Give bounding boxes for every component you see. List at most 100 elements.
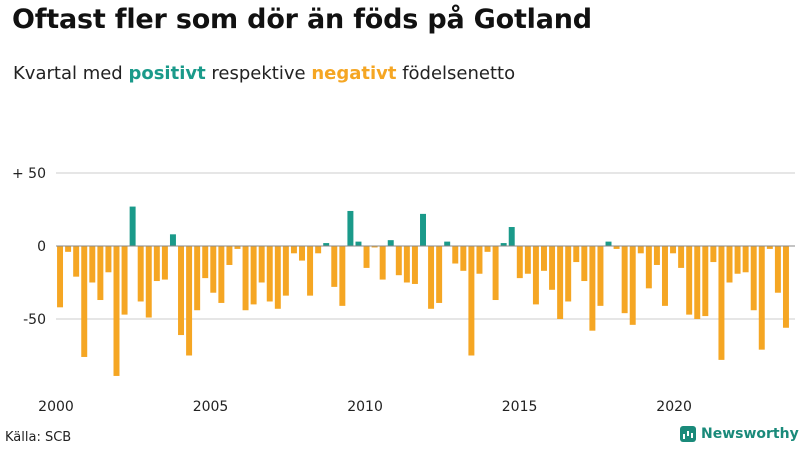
bar <box>315 246 322 254</box>
bar <box>145 246 152 318</box>
bar <box>645 246 652 289</box>
bar <box>484 246 491 252</box>
bar <box>250 246 257 305</box>
bar <box>492 246 499 301</box>
x-tick-label: 2005 <box>193 399 229 415</box>
bar <box>557 246 564 319</box>
bar <box>629 246 636 325</box>
bar <box>307 246 314 296</box>
bar <box>81 246 88 357</box>
bar <box>379 246 386 280</box>
bar <box>411 246 418 284</box>
bar <box>661 246 668 306</box>
bar <box>186 246 193 356</box>
bar <box>670 246 677 254</box>
x-tick-label: 2020 <box>656 399 692 415</box>
bar <box>226 246 233 265</box>
bar <box>742 246 749 273</box>
bar <box>194 246 201 311</box>
bar-chart-icon <box>680 426 696 442</box>
subtitle-negative-word: negativt <box>311 63 397 84</box>
bar <box>339 246 346 306</box>
y-tick-label: -50 <box>23 312 46 328</box>
x-tick-label: 2015 <box>502 399 538 415</box>
bar <box>105 246 112 273</box>
bar <box>500 243 507 246</box>
bar <box>65 246 72 252</box>
bar <box>355 241 362 246</box>
bar <box>541 246 547 271</box>
bar <box>395 246 402 276</box>
bar <box>97 246 104 301</box>
bar <box>266 246 273 302</box>
bar <box>774 246 781 293</box>
x-tick-label: 2000 <box>38 399 74 415</box>
bar <box>782 246 789 328</box>
bar <box>605 241 612 246</box>
bar <box>113 246 120 376</box>
bar <box>73 246 80 277</box>
bar <box>129 206 136 246</box>
subtitle-positive-word: positivt <box>128 63 206 84</box>
bar <box>153 246 160 282</box>
bar <box>428 246 435 309</box>
bar <box>178 246 185 336</box>
chart-title: Oftast fler som dör än föds på Gotland <box>12 4 592 35</box>
bar <box>57 246 64 308</box>
bar <box>758 246 765 350</box>
bar <box>734 246 741 274</box>
chart-subtitle: Kvartal med positivt respektive negativt… <box>13 63 515 84</box>
bar <box>532 246 539 305</box>
bar <box>202 246 209 279</box>
bar <box>363 246 370 268</box>
bar <box>524 246 531 274</box>
bar <box>710 246 717 263</box>
bar <box>274 246 281 309</box>
bar <box>750 246 757 311</box>
bar <box>613 246 620 249</box>
bar <box>581 246 588 282</box>
bar <box>234 246 241 249</box>
bar <box>137 246 144 302</box>
bar <box>686 246 693 315</box>
bar <box>282 246 289 296</box>
bar <box>323 243 330 246</box>
bar <box>597 246 604 306</box>
bar <box>766 246 773 249</box>
bar <box>403 246 410 283</box>
bar <box>121 246 128 315</box>
bar <box>331 246 338 287</box>
bar <box>573 246 580 263</box>
bar <box>452 246 459 264</box>
bar <box>290 246 297 254</box>
subtitle-suffix: födelsenetto <box>396 63 516 84</box>
bar <box>460 246 467 271</box>
bar <box>299 246 305 261</box>
bar <box>218 246 225 303</box>
brand-logo: Newsworthy <box>680 426 799 442</box>
y-tick-label: 0 <box>37 239 46 255</box>
brand-name: Newsworthy <box>701 426 799 442</box>
subtitle-middle: respektive <box>205 63 312 84</box>
subtitle-prefix: Kvartal med <box>13 63 129 84</box>
bar <box>702 246 709 317</box>
bar <box>161 246 168 280</box>
bar <box>347 210 354 246</box>
x-tick-label: 2010 <box>347 399 383 415</box>
bar <box>387 240 394 246</box>
bar <box>468 246 475 356</box>
bar <box>637 246 644 254</box>
bar <box>258 246 265 283</box>
bar <box>371 246 378 248</box>
bar <box>718 246 725 360</box>
bar <box>653 246 660 265</box>
bar <box>242 246 249 311</box>
bar <box>565 246 572 302</box>
bar <box>169 234 176 246</box>
bar <box>476 246 483 274</box>
bar <box>420 213 426 246</box>
bar <box>444 241 451 246</box>
bar <box>436 246 443 303</box>
source-note: Källa: SCB <box>5 430 72 445</box>
